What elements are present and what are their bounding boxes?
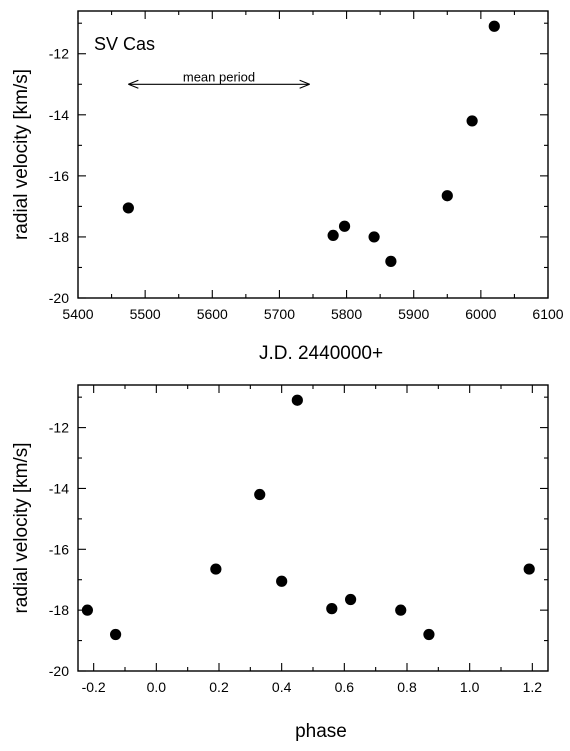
data-point (488, 20, 500, 32)
x-tick-label: 0.6 (335, 679, 355, 695)
x-axis-title: J.D. 2440000+ (259, 343, 383, 364)
y-tick-label: -20 (49, 663, 69, 679)
x-tick-label: 0.8 (397, 679, 417, 695)
y-tick-label: -14 (49, 107, 69, 123)
data-point (466, 115, 478, 127)
data-point (523, 563, 535, 575)
data-point (395, 604, 407, 616)
x-tick-label: 1.0 (460, 679, 480, 695)
x-tick-label: 5600 (197, 306, 228, 322)
x-tick-label: 0.2 (209, 679, 229, 695)
y-tick-label: -16 (49, 541, 69, 557)
data-point (423, 628, 435, 641)
data-point (385, 255, 397, 267)
star-name-label: SV Cas (94, 34, 155, 54)
data-point (81, 604, 93, 616)
data-point (441, 190, 453, 202)
arrow-head-left (128, 79, 139, 89)
y-tick-label: -12 (49, 46, 69, 62)
chart-panel-2: -0.2 0.0 0.2 0.4 0.6 0.8 1.0 1.2 -20 -18 -16 -14 -12… (11, 384, 549, 742)
data-point (338, 220, 351, 232)
data-point (110, 628, 122, 641)
x-tick-label: 6100 (532, 306, 563, 322)
x-tick-label: 0.4 (272, 679, 292, 695)
x-tick-label: 6000 (465, 306, 496, 322)
x-tick-label: 5500 (130, 306, 161, 322)
y-tick-label: -18 (49, 229, 69, 245)
y-tick-label: -18 (49, 602, 69, 618)
data-point (326, 603, 338, 615)
y-axis-title: radial velocity [km/s] (11, 69, 32, 240)
plot-frame (77, 384, 549, 672)
x-axis-title: phase (295, 721, 347, 742)
x-tick-label: -0.2 (82, 679, 106, 695)
mean-period-label: mean period (183, 69, 255, 84)
data-point (345, 593, 357, 606)
y-tick-label: -14 (49, 480, 69, 496)
x-tick-label: 5400 (62, 306, 93, 322)
x-tick-label: 1.2 (523, 679, 543, 695)
x-tick-label: 0.0 (147, 679, 167, 695)
chart-panel-1: 5400 5500 5600 5700 5800 5900 6000 6100 -20 -18 -1… (11, 10, 564, 364)
data-point (254, 488, 266, 501)
data-point (327, 229, 339, 242)
x-tick-label: 5700 (264, 306, 295, 322)
plot-frame (77, 10, 549, 299)
data-point (210, 563, 222, 575)
data-point (276, 575, 288, 587)
y-tick-label: -20 (49, 290, 69, 306)
data-point (368, 231, 380, 243)
data-point (122, 202, 134, 214)
x-tick-label: 5800 (331, 306, 362, 322)
y-tick-label: -12 (49, 420, 69, 436)
data-point (291, 394, 303, 406)
x-tick-label: 5900 (398, 306, 429, 322)
y-axis-title: radial velocity [km/s] (11, 442, 32, 613)
arrow-head-right (299, 79, 310, 89)
y-tick-label: -16 (49, 168, 69, 184)
